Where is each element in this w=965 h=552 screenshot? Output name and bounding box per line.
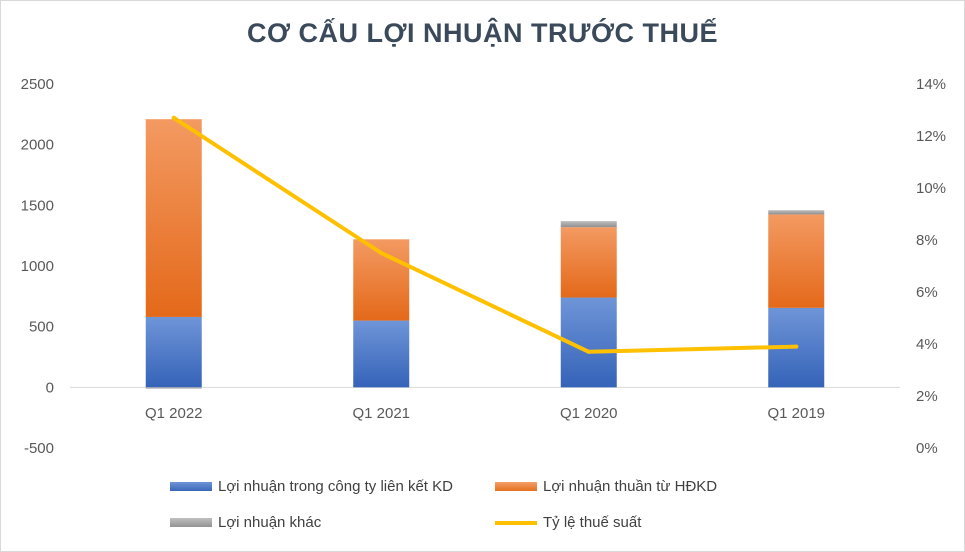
- y-right-tick-label: 4%: [916, 336, 938, 353]
- point-tax-rate: [794, 344, 799, 349]
- legend-item-other: Lợi nhuận khác: [170, 514, 321, 531]
- chart-title: CƠ CẤU LỢI NHUẬN TRƯỚC THUẾ: [247, 18, 718, 48]
- legend-label-associates: Lợi nhuận trong công ty liên kết KD: [218, 478, 453, 495]
- legend-swatch-other: [170, 518, 212, 527]
- y-left-tick-label: 2000: [21, 137, 54, 154]
- y-right-tick-label: 10%: [916, 180, 946, 197]
- point-tax-rate: [379, 251, 384, 255]
- legend-swatch-operating: [495, 482, 537, 491]
- bar-l-i-nhu-n-kh-c-2: [560, 221, 617, 228]
- legend-item-operating: Lợi nhuận thuần từ HĐKD: [495, 478, 717, 495]
- legend-swatch-associates: [170, 482, 212, 491]
- y-right-tick-label: 8%: [916, 232, 938, 249]
- legend-label-operating: Lợi nhuận thuần từ HĐKD: [543, 478, 718, 495]
- x-tick-label: Q1 2022: [145, 405, 203, 422]
- bar-l-i-nhu-n-kh-c-0: [145, 387, 202, 389]
- y-left-tick-label: 1500: [21, 197, 54, 214]
- x-tick-label: Q1 2021: [352, 405, 410, 422]
- x-tick-label: Q1 2019: [767, 405, 825, 422]
- y-right-tick-label: 6%: [916, 284, 938, 301]
- chart-legend: Lợi nhuận trong công ty liên kết KD Lợi …: [170, 478, 810, 538]
- point-tax-rate: [171, 115, 176, 120]
- legend-item-associates: Lợi nhuận trong công ty liên kết KD: [170, 478, 453, 495]
- legend-item-tax-rate: Tỷ lệ thuế suất: [495, 514, 641, 531]
- y-right-tick-label: 2%: [916, 388, 938, 405]
- bar-l-i-nhu-n-thu-n-t-h-kd-3: [768, 214, 825, 308]
- y-right-tick-label: 14%: [916, 76, 946, 93]
- bar-l-i-nhu-n-thu-n-t-h-kd-2: [560, 227, 617, 298]
- bar-l-i-nhu-n-trong-c-ng-ty-li-n-k-t-kd-0: [145, 316, 202, 388]
- y-left-tick-label: 500: [29, 319, 54, 336]
- bar-l-i-nhu-n-kh-c-3: [768, 210, 825, 215]
- legend-swatch-tax-rate: [495, 520, 537, 525]
- bar-l-i-nhu-n-thu-n-t-h-kd-0: [145, 119, 202, 317]
- bar-l-i-nhu-n-trong-c-ng-ty-li-n-k-t-kd-1: [353, 320, 410, 388]
- y-right-tick-label: 12%: [916, 128, 946, 145]
- legend-label-other: Lợi nhuận khác: [218, 514, 322, 531]
- y-left-tick-label: -500: [24, 440, 54, 457]
- line-tax-rate: [171, 115, 799, 354]
- y-left-tick-label: 0: [46, 379, 54, 396]
- y-left-tick-label: 1000: [21, 258, 54, 275]
- legend-label-tax-rate: Tỷ lệ thuế suất: [543, 514, 642, 531]
- x-tick-label: Q1 2020: [560, 405, 618, 422]
- y-left-tick-label: 2500: [21, 76, 54, 93]
- point-tax-rate: [586, 349, 591, 354]
- y-right-tick-label: 0%: [916, 440, 938, 457]
